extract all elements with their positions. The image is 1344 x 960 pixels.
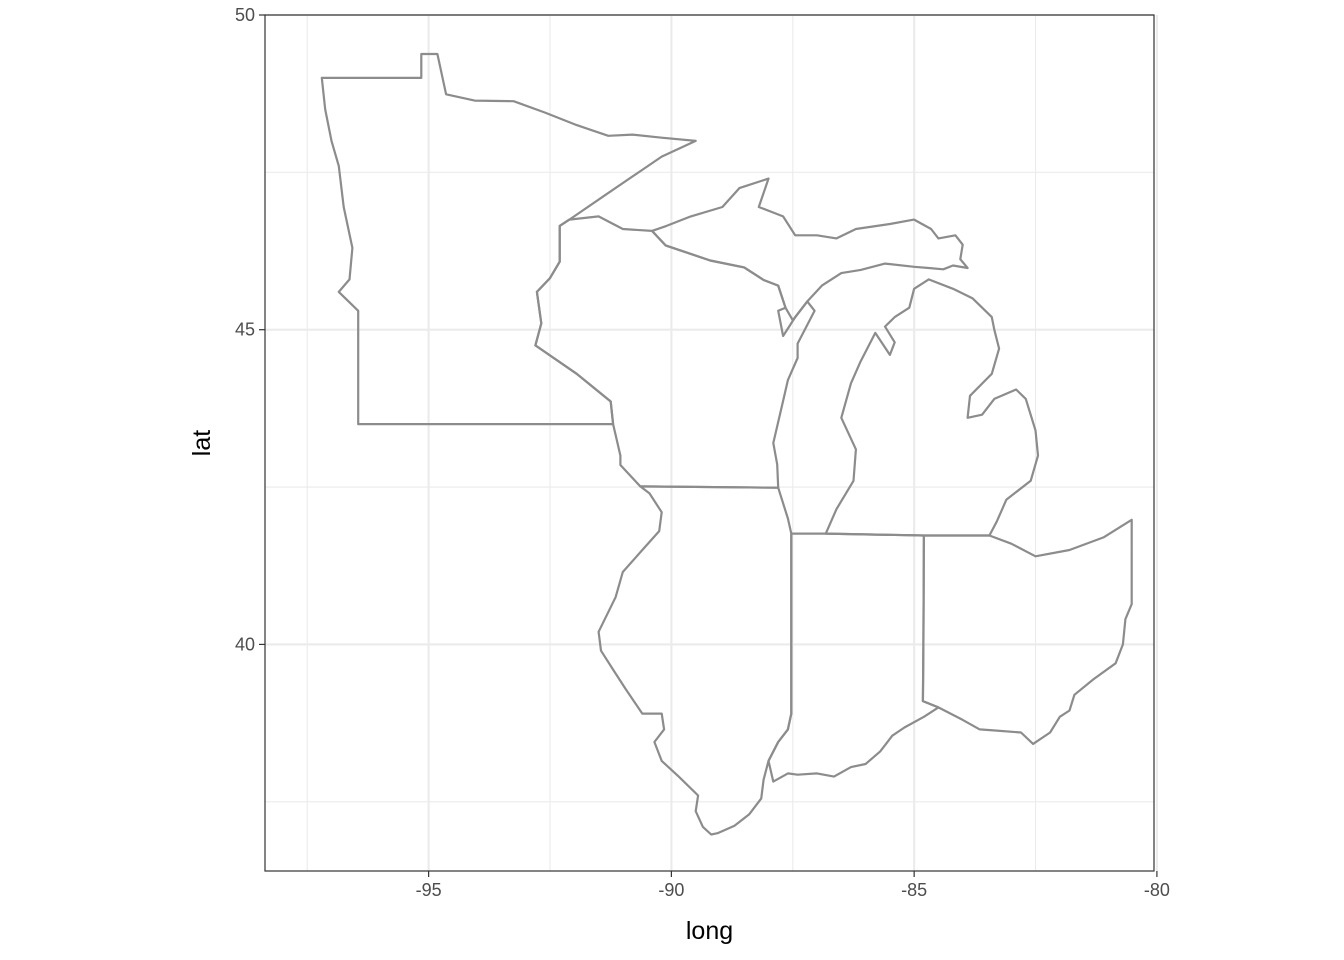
y-axis-ticks: 40 45 50 [235, 5, 265, 654]
map-panel-background [265, 15, 1154, 871]
x-tick-label: -90 [658, 880, 684, 900]
x-axis-title: long [686, 917, 733, 945]
x-axis-ticks: -95 -90 -85 -80 [416, 871, 1170, 900]
y-tick-label: 50 [235, 5, 255, 25]
x-tick-label: -95 [416, 880, 442, 900]
state-outlines [320, 52, 1133, 836]
y-tick-label: 40 [235, 634, 255, 654]
state-outline-michigan-lower [824, 278, 1040, 537]
map-panel-border [264, 14, 1155, 872]
y-tick-label: 45 [235, 320, 255, 340]
state-outline-ohio [921, 518, 1133, 745]
x-tick-label: -80 [1144, 880, 1170, 900]
y-axis-title: lat [188, 430, 216, 456]
x-tick-label: -85 [901, 880, 927, 900]
state-outline-michigan-upper [650, 177, 969, 322]
